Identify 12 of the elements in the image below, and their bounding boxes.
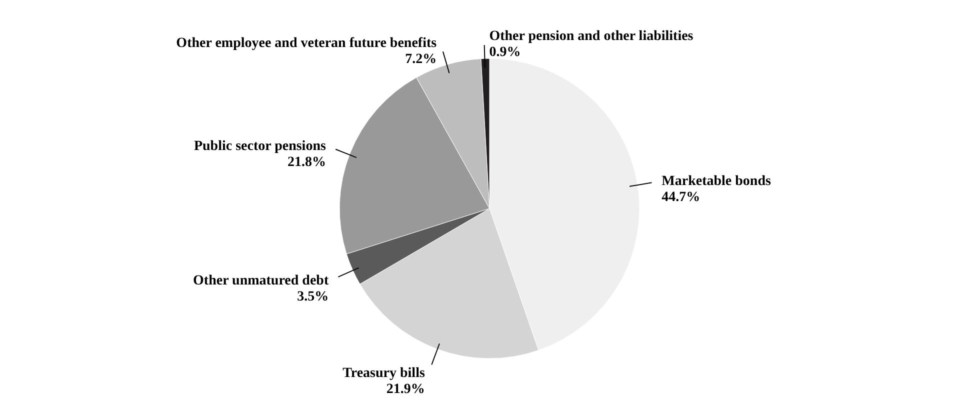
slice-label: Other employee and veteran future benefits bbox=[176, 36, 438, 51]
slice-label: Other unmatured debt bbox=[193, 274, 329, 289]
slice-label: Marketable bonds bbox=[662, 174, 772, 190]
data-label: 7.2% bbox=[405, 52, 437, 67]
data-label: 21.9% bbox=[386, 382, 425, 398]
data-label: 21.8% bbox=[287, 154, 326, 170]
data-label: 0.9% bbox=[489, 45, 521, 60]
data-label: 3.5% bbox=[297, 290, 329, 305]
slice-label: Public sector pensions bbox=[194, 138, 326, 154]
slice-label: Other pension and other liabilities bbox=[489, 29, 694, 44]
slice-label: Treasury bills bbox=[342, 366, 426, 382]
data-label: 44.7% bbox=[662, 190, 700, 206]
